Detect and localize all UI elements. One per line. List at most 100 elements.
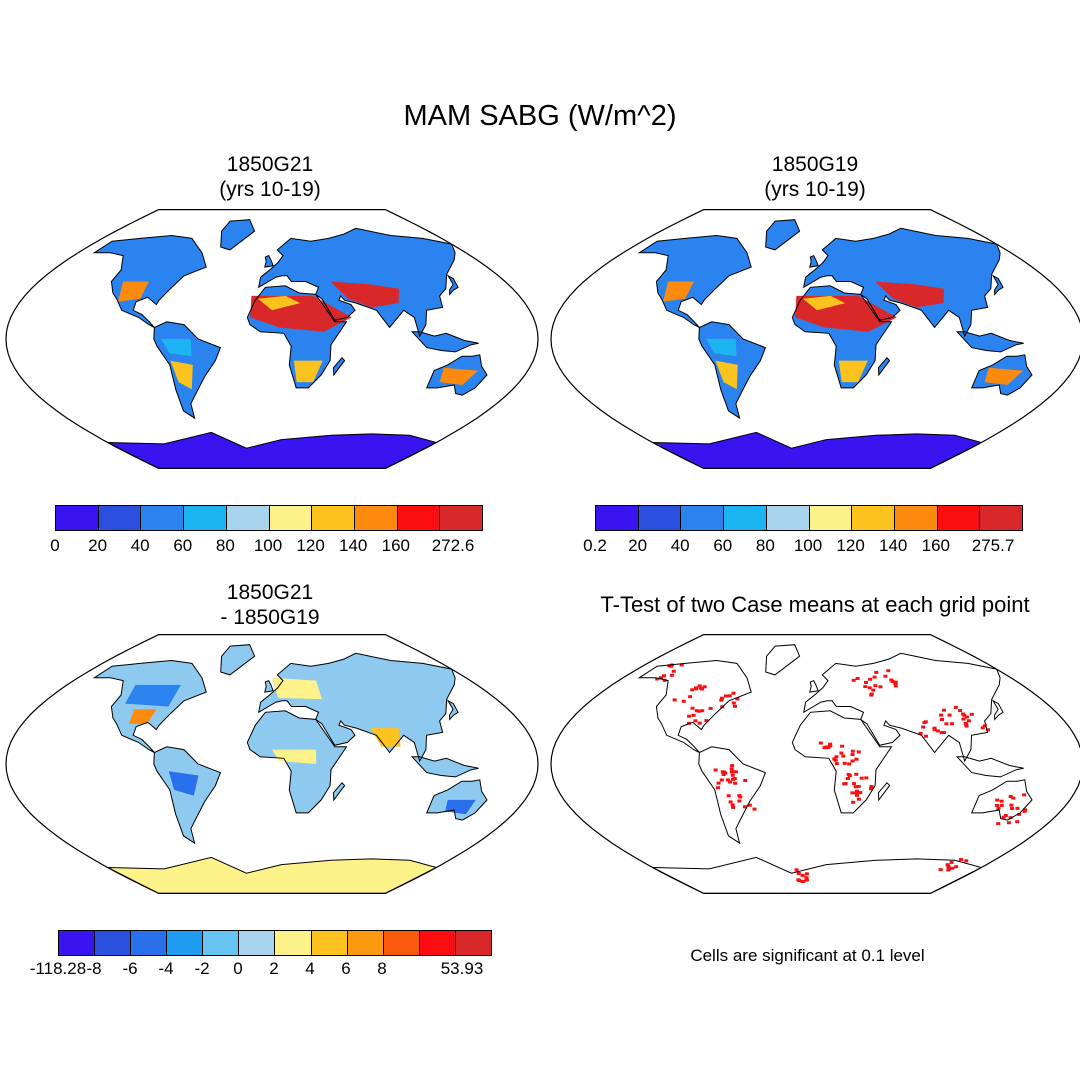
landmass-greenland [220, 219, 255, 250]
colorbar-1850G21 [55, 505, 483, 531]
landmass-indonesia [957, 756, 1024, 777]
field-region [439, 367, 479, 385]
landmass-namerica [94, 660, 207, 753]
colorbar-box [56, 506, 99, 530]
map-panel-1850G19 [550, 209, 1080, 469]
significant-cell [731, 691, 736, 695]
colorbar-tick-label: 20 [628, 536, 648, 555]
significant-cell [1011, 796, 1016, 800]
significant-cell [873, 684, 878, 688]
colorbar-tick-label: 160 [921, 536, 950, 555]
significant-cell [872, 675, 877, 679]
panel-4-title-line1: T-Test of two Case means at each grid po… [600, 592, 1030, 617]
field-region [293, 360, 323, 383]
colorbar-box [681, 506, 725, 530]
field-region [125, 684, 181, 707]
significant-cell [999, 799, 1004, 803]
panel-1-title-line2: (yrs 10-19) [219, 178, 321, 201]
coastline [637, 234, 752, 328]
coastline [637, 659, 752, 753]
landmass-eurasia [803, 228, 1001, 337]
colorbar-box [724, 506, 767, 530]
significant-cell [688, 695, 693, 699]
coastline [955, 331, 1024, 353]
map-panel-difference [5, 634, 539, 894]
significant-cell [855, 677, 860, 680]
coastline [991, 274, 1004, 296]
colorbar-tick-label: -118.28 [29, 959, 87, 978]
significant-cell [1010, 807, 1015, 810]
significant-cell [1015, 820, 1020, 824]
significant-cell [1001, 815, 1006, 819]
colorbar-box [937, 506, 981, 530]
significant-cell [856, 797, 861, 801]
significant-cell [743, 779, 748, 782]
significant-cell [1015, 806, 1020, 810]
colorbar-tick-label: 20 [88, 536, 108, 555]
landmass-samerica [698, 746, 766, 844]
significant-cell [690, 688, 695, 692]
colorbar-box [203, 931, 240, 955]
significant-cell [871, 688, 876, 692]
colorbar-tick-label: 0 [233, 959, 243, 978]
panel-2-title: 1850G19 (yrs 10-19) [715, 152, 915, 202]
significant-cell [804, 876, 809, 880]
significant-cell [704, 719, 709, 723]
significant-cell [828, 744, 833, 748]
field-region [129, 709, 157, 724]
significant-cell [966, 719, 971, 723]
significant-cell [889, 678, 894, 682]
significant-cell [921, 725, 926, 729]
significant-cell [828, 742, 833, 746]
significant-cell [935, 729, 940, 733]
colorbar-difference [58, 930, 492, 956]
significant-cell [847, 762, 852, 766]
significant-cell [995, 803, 999, 807]
field-region [706, 339, 737, 357]
significant-cell [944, 722, 949, 726]
panel-1-title: 1850G21 (yrs 10-19) [170, 152, 370, 202]
significant-cell [982, 724, 987, 728]
colorbar-tick-label: -4 [158, 959, 174, 978]
colorbar-tick-label: 80 [755, 536, 775, 555]
significant-cell [708, 706, 713, 710]
field-region [170, 360, 193, 390]
significant-cell [733, 704, 737, 708]
significant-cell [716, 781, 721, 785]
significant-cell [995, 798, 1000, 802]
significant-cell [855, 793, 859, 797]
significant-cell [853, 785, 858, 789]
significant-cell [964, 724, 969, 728]
significant-cell [738, 795, 743, 799]
significant-cell [737, 799, 742, 803]
significant-cell [946, 864, 951, 868]
significant-cell [730, 773, 735, 777]
significant-cell [959, 858, 963, 861]
coastline [765, 644, 801, 676]
significant-cell [947, 867, 951, 871]
significant-cell [851, 678, 856, 682]
significant-cell [730, 777, 735, 781]
significant-cell [996, 822, 1001, 826]
landmass-indonesia [957, 331, 1024, 352]
colorbar-box [980, 506, 1023, 530]
colorbar-box [766, 506, 810, 530]
colorbar-box [275, 931, 312, 955]
map-frame [550, 209, 1080, 469]
significant-cell [728, 780, 733, 784]
significant-cell [854, 772, 859, 776]
significant-cell [672, 698, 677, 702]
significant-cell [720, 770, 725, 774]
landmass-antarctica [652, 857, 982, 894]
coastline [92, 659, 207, 753]
main-title: MAM SABG (W/m^2) [403, 100, 677, 132]
significant-cell [662, 674, 666, 678]
significant-cell [724, 694, 728, 698]
significant-cell [691, 713, 696, 717]
significant-cell [949, 860, 954, 864]
significant-cell [893, 682, 898, 686]
significant-cell [878, 685, 883, 689]
significant-cell [942, 708, 946, 712]
significant-cell [1008, 795, 1013, 798]
colorbar-box [440, 506, 483, 530]
